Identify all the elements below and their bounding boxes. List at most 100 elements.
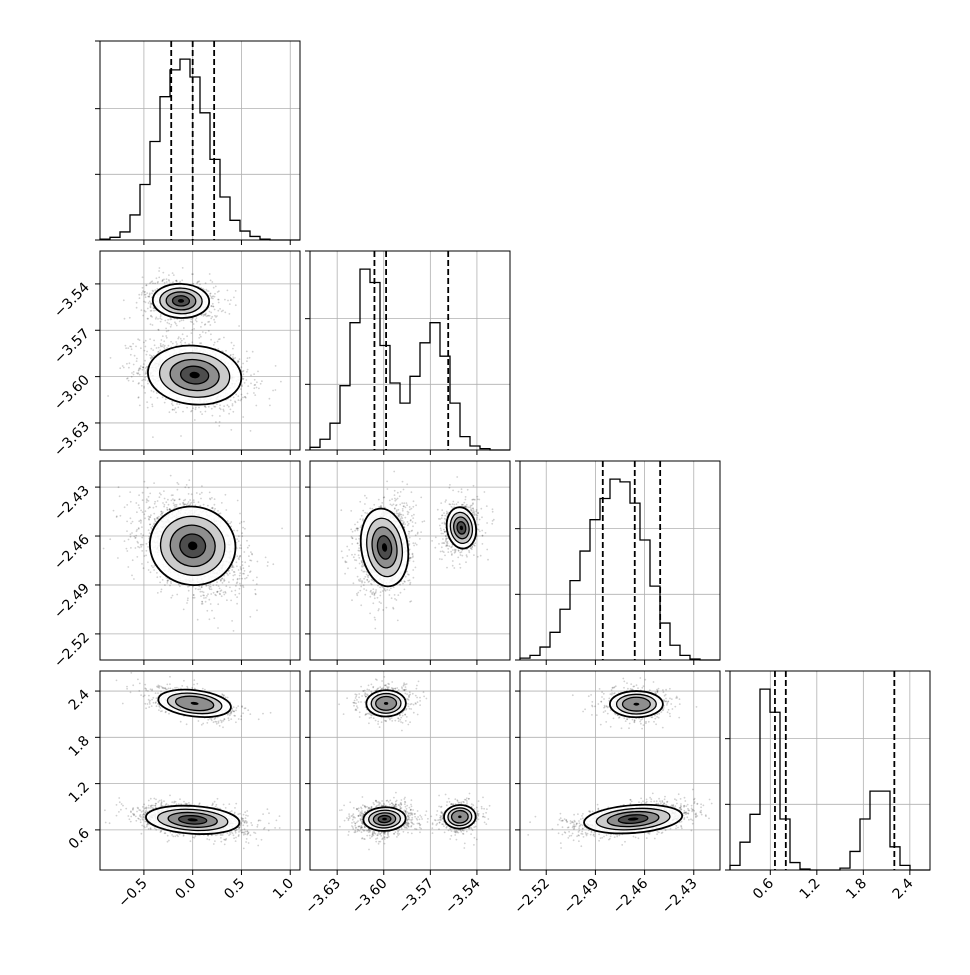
sample-point — [237, 500, 239, 502]
sample-point — [161, 339, 163, 341]
sample-point — [235, 394, 237, 396]
sample-point — [197, 281, 199, 283]
sample-point — [166, 582, 168, 584]
x-tick-label: 2.4 — [890, 875, 917, 902]
sample-point — [214, 296, 216, 298]
sample-point — [191, 321, 193, 323]
sample-point — [198, 337, 200, 339]
sample-point — [249, 559, 251, 561]
sample-point — [246, 540, 248, 542]
sample-point — [254, 379, 256, 381]
sample-point — [136, 360, 138, 362]
sample-point — [228, 581, 230, 583]
sample-point — [275, 389, 277, 391]
sample-point — [391, 505, 393, 507]
sample-point — [206, 290, 208, 292]
sample-point — [207, 593, 209, 595]
sample-point — [135, 535, 137, 537]
sample-point — [167, 499, 169, 501]
sample-point — [242, 527, 244, 529]
sample-point — [170, 581, 172, 583]
sample-point — [145, 311, 147, 313]
sample-point — [191, 493, 193, 495]
sample-point — [166, 337, 168, 339]
sample-point — [249, 357, 251, 359]
sample-point — [182, 333, 184, 335]
sample-point — [164, 498, 166, 500]
sample-point — [238, 559, 240, 561]
sample-point — [154, 503, 156, 505]
sample-point — [205, 601, 207, 603]
sample-point — [222, 582, 224, 584]
sample-point — [238, 593, 240, 595]
sample-point — [168, 279, 170, 281]
sample-point — [152, 436, 154, 438]
sample-point — [241, 521, 243, 523]
sample-point — [413, 514, 415, 516]
sample-point — [103, 548, 105, 550]
sample-point — [168, 274, 170, 276]
sample-point — [140, 510, 142, 512]
sample-point — [203, 504, 205, 506]
sample-point — [213, 319, 215, 321]
sample-point — [225, 585, 227, 587]
sample-point — [157, 351, 159, 353]
sample-point — [254, 384, 256, 386]
sample-point — [206, 315, 208, 317]
sample-point — [129, 317, 131, 319]
sample-point — [229, 313, 231, 315]
sample-point — [350, 510, 352, 512]
sample-point — [187, 503, 189, 505]
sample-point — [152, 566, 154, 568]
sample-point — [149, 293, 151, 295]
sample-point — [214, 498, 216, 500]
sample-point — [150, 302, 152, 304]
sample-point — [186, 407, 188, 409]
sample-point — [191, 332, 193, 334]
sample-point — [153, 523, 155, 525]
sample-point — [143, 513, 145, 515]
y-tick-label: −3.54 — [51, 279, 93, 321]
sample-point — [378, 499, 380, 501]
sample-point — [152, 282, 154, 284]
sample-point — [153, 340, 155, 342]
sample-point — [255, 405, 257, 407]
sample-point — [243, 521, 245, 523]
sample-point — [142, 366, 144, 368]
sample-point — [207, 321, 209, 323]
sample-point — [136, 358, 138, 360]
sample-point — [168, 504, 170, 506]
sample-point — [245, 397, 247, 399]
x-tick-label: 1.8 — [843, 876, 870, 903]
sample-point — [151, 292, 153, 294]
sample-point — [172, 498, 174, 500]
sample-point — [147, 546, 149, 548]
sample-point — [135, 346, 137, 348]
sample-point — [143, 363, 145, 365]
sample-point — [125, 345, 127, 347]
sample-point — [163, 279, 165, 281]
sample-point — [227, 300, 229, 302]
sample-point — [230, 409, 232, 411]
sample-point — [216, 584, 218, 586]
y-tick-label: −2.43 — [51, 483, 93, 525]
sample-point — [132, 380, 134, 382]
sample-point — [124, 506, 126, 508]
sample-point — [128, 367, 130, 369]
sample-point — [139, 368, 141, 370]
sample-point — [219, 421, 221, 423]
sample-point — [209, 311, 211, 313]
sample-point — [242, 561, 244, 563]
sample-point — [156, 392, 158, 394]
sample-point — [224, 312, 226, 314]
sample-point — [242, 564, 244, 566]
sample-point — [369, 596, 371, 598]
sample-point — [180, 435, 182, 437]
sample-point — [243, 551, 245, 553]
sample-point — [131, 376, 133, 378]
sample-point — [226, 599, 228, 601]
sample-point — [176, 403, 178, 405]
sample-point — [232, 579, 234, 581]
sample-point — [188, 487, 190, 489]
